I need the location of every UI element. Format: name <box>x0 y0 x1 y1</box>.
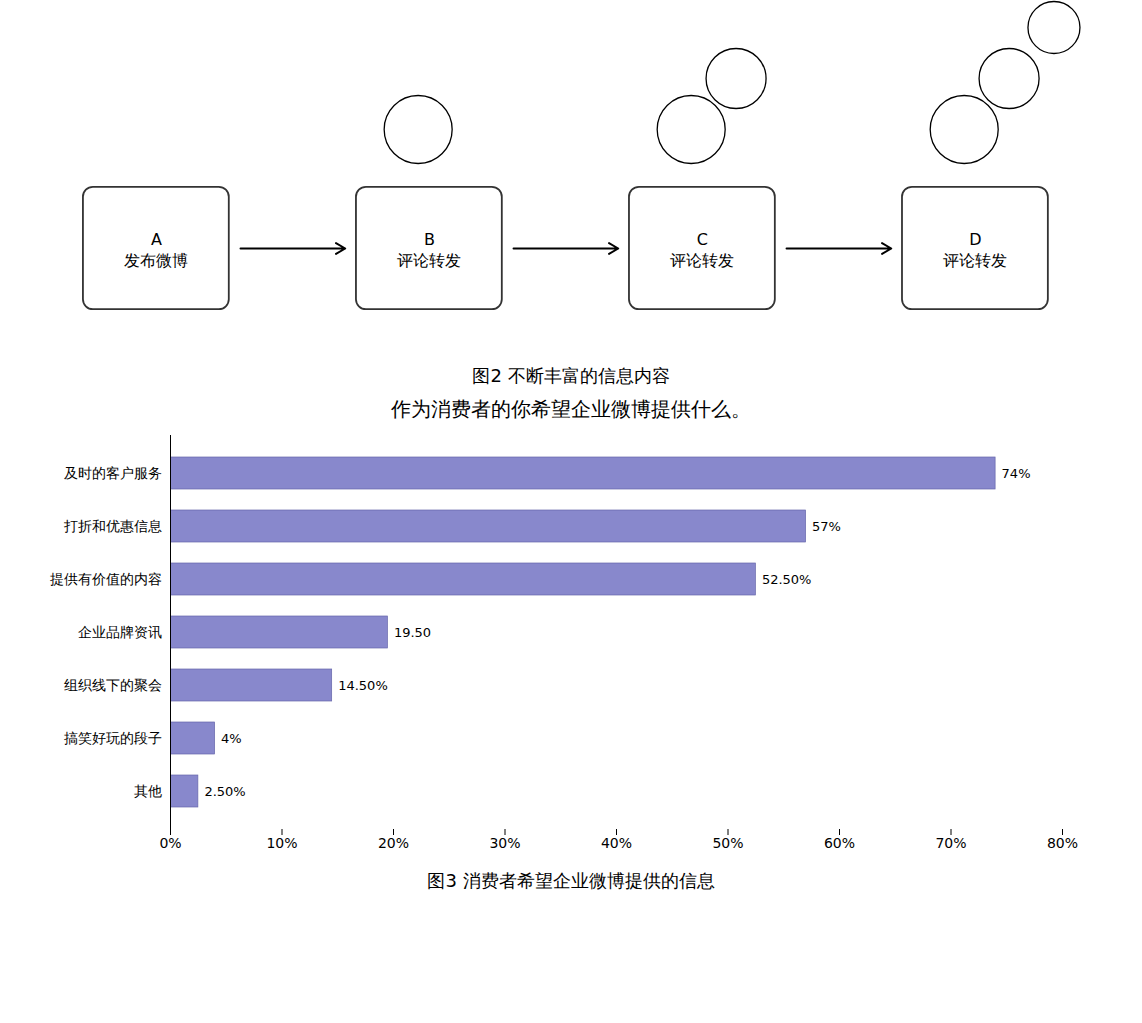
html-text:图3 消费者希望企业微博提供的信息: 图3 消费者希望企业微博提供的信息 <box>427 870 715 891</box>
svg-text:搞笑好玩的段子: 搞笑好玩的段子 <box>64 730 162 746</box>
svg-text:10%: 10% <box>266 835 297 851</box>
html-text:图2 不断丰富的信息内容: 图2 不断丰富的信息内容 <box>472 365 670 386</box>
svg-text:B评论转发: B评论转发 <box>397 230 461 270</box>
svg-text:40%: 40% <box>601 835 632 851</box>
svg-text:20%: 20% <box>378 835 409 851</box>
svg-text:30%: 30% <box>489 835 520 851</box>
svg-text:50%: 50% <box>712 835 743 851</box>
svg-text:2.50%: 2.50% <box>204 784 245 799</box>
svg-text:19.50: 19.50 <box>394 625 431 640</box>
svg-text:A发布微博: A发布微博 <box>124 230 188 270</box>
svg-text:4%: 4% <box>221 731 242 746</box>
svg-text:企业品牌资讯: 企业品牌资讯 <box>78 624 162 640</box>
svg-text:组织线下的聚会: 组织线下的聚会 <box>64 677 162 693</box>
svg-text:及时的客户服务: 及时的客户服务 <box>64 465 162 481</box>
svg-text:14.50%: 14.50% <box>338 678 388 693</box>
svg-text:70%: 70% <box>935 835 966 851</box>
svg-text:60%: 60% <box>824 835 855 851</box>
svg-text:52.50%: 52.50% <box>762 572 812 587</box>
svg-text:57%: 57% <box>812 519 841 534</box>
svg-text:0%: 0% <box>159 835 181 851</box>
svg-text:其他: 其他 <box>134 783 162 799</box>
svg-text:提供有价值的内容: 提供有价值的内容 <box>50 571 162 587</box>
svg-text:打折和优惠信息: 打折和优惠信息 <box>63 518 162 534</box>
svg-text:80%: 80% <box>1047 835 1078 851</box>
svg-text:74%: 74% <box>1002 466 1031 481</box>
svg-text:D评论转发: D评论转发 <box>943 230 1007 270</box>
html-text:作为消费者的你希望企业微博提供什么。: 作为消费者的你希望企业微博提供什么。 <box>391 397 751 421</box>
svg-text:C评论转发: C评论转发 <box>670 230 734 270</box>
